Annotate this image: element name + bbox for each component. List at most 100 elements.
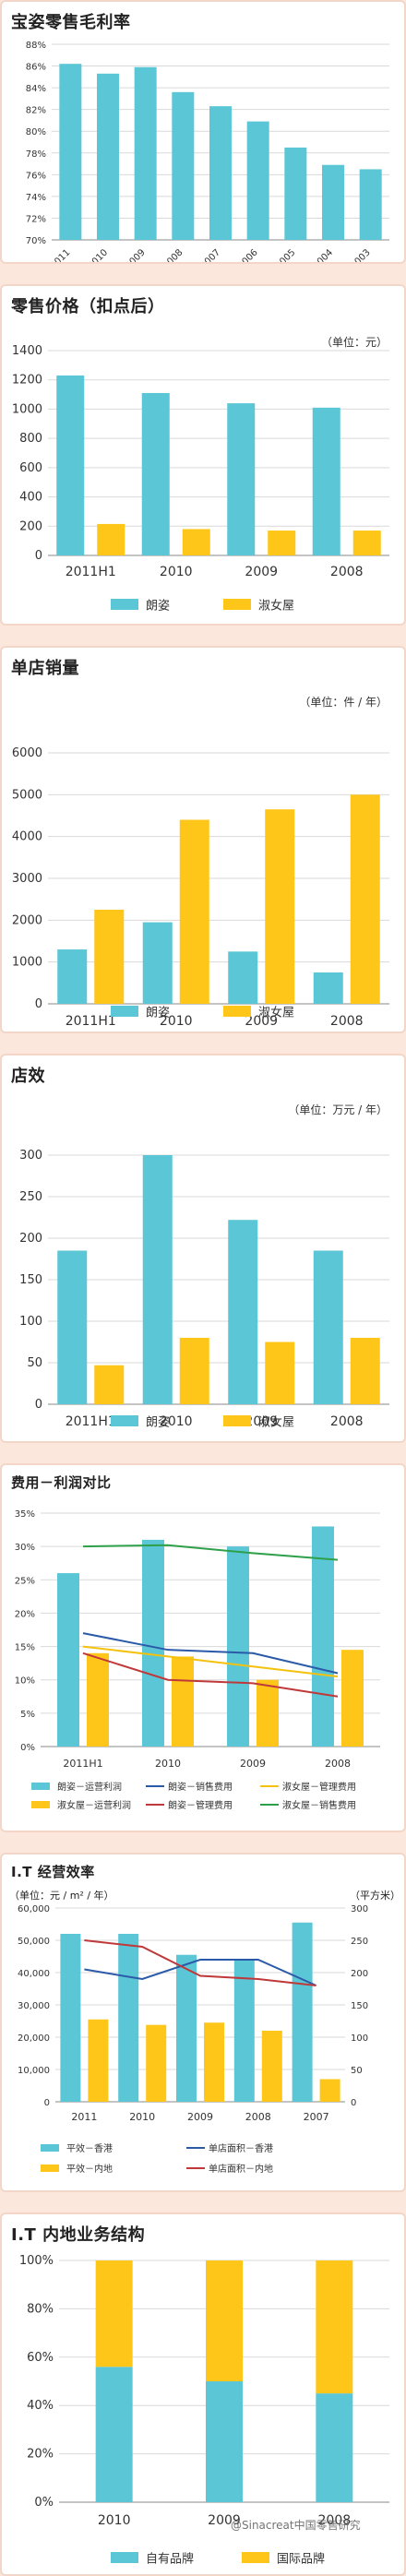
legend-label: 平效－内地 [66,2163,113,2175]
y-tick-label: 60% [27,2351,54,2365]
y2-tick-label: 50 [351,2066,363,2076]
y-tick-label: 80% [26,127,46,137]
bar-淑女屋 [350,1338,380,1404]
y-tick-label: 1000 [12,956,42,970]
x-tick-label: 2010 [98,2513,131,2528]
y2-tick-label: 100 [351,2033,368,2044]
bar-朗姿 [227,403,256,555]
bar-朗姿 [57,1250,88,1404]
y-tick-label: 84% [26,84,46,94]
x-tick-label: 2009 [245,1014,278,1029]
legend-swatch [31,1801,50,1808]
y2-tick-label: 150 [351,2001,368,2011]
bar-淑女屋－运营利润 [341,1650,364,1747]
y-tick-label: 100% [19,2254,54,2268]
line-朗姿－管理费用 [82,1652,339,1698]
bar-chart-store-efficiency: 0 50 100 150 200 250 300 2011H1 2010 2009 2008 朗姿 淑女… [19,1149,389,1430]
y-tick-label: 0 [35,997,42,1011]
x-tick-label: 2008 [245,2111,271,2123]
x-tick-label: 2006 [236,247,260,262]
legend-swatch [41,2144,59,2152]
chart-panel-cost-profit: 费用－利润对比 0% 5% 10% 15% 20% 25% 30% 35% 2011H1 2010… [0,1463,406,1832]
bar-平效－香港 [292,1922,313,2102]
bar-平效－内地 [88,2019,109,2102]
y-tick-label: 0 [35,549,42,563]
x-tick-label: 2011 [49,247,73,262]
bar-value [134,66,157,240]
chart-unit-right: （平方米） [350,1890,400,1902]
bar-淑女屋 [94,1365,125,1404]
y-tick-label: 150 [19,1273,42,1287]
legend-label: 淑女屋－销售费用 [282,1799,356,1811]
bar-国际品牌 [316,2260,353,2394]
x-tick-label: 2009 [124,247,148,262]
line-单店面积－内地 [84,1939,316,1986]
x-tick-label: 2009 [187,2111,213,2123]
chart-title: 店效 [11,1067,45,1086]
y-tick-label: 1400 [12,344,42,358]
y-tick-label: 60,000 [18,1904,50,1914]
y-tick-label: 70% [26,236,46,246]
legend-label: 单店面积－内地 [209,2163,273,2175]
y2-tick-label: 300 [351,1904,368,1914]
y-tick-label: 100 [19,1315,42,1329]
x-tick-label: 2009 [245,1414,278,1429]
legend-label: 平效－香港 [66,2142,113,2154]
legend-label: 自有品牌 [146,2552,194,2567]
legend-label: 淑女屋 [258,1006,294,1020]
legend-swatch [31,1783,50,1790]
bar-朗姿 [56,375,85,555]
y2-tick-label: 200 [351,1969,368,1979]
bar-淑女屋 [94,910,125,1004]
y-tick-label: 15% [15,1643,35,1653]
x-tick-label: 2011 [71,2111,97,2123]
legend-swatch [223,1415,251,1426]
bar-淑女屋 [265,809,295,1004]
chart-panel-retail-price: 零售价格（扣点后） （单位：元） 0 200 400 600 800 1000 1200 14… [0,284,406,626]
line-淑女屋－管理费用 [82,1645,339,1678]
bar-value [322,164,344,240]
bar-value [97,73,119,240]
bar-value [246,121,269,240]
y-tick-label: 50 [27,1356,42,1370]
legend-label: 朗姿－管理费用 [168,1799,233,1811]
bar-朗姿 [142,922,173,1004]
y-tick-label: 300 [19,1149,42,1163]
x-tick-label: 2008 [318,2513,352,2528]
bar-朗姿－运营利润 [142,1539,164,1747]
x-tick-label: 2009 [208,2513,241,2528]
legend-swatch [111,599,138,610]
bar-淑女屋 [179,819,209,1004]
y-tick-label: 30,000 [18,2001,50,2011]
bar-自有品牌 [206,2381,243,2502]
bar-平效－香港 [233,1960,255,2102]
bar-value [284,147,307,240]
y-tick-label: 76% [26,171,46,181]
y-tick-label: 0 [35,1398,42,1412]
bar-value [359,169,382,240]
bar-平效－内地 [146,2024,167,2102]
y-tick-label: 400 [19,491,42,505]
bar-平效－香港 [60,1934,81,2102]
x-tick-label: 2011H1 [66,565,116,579]
bar-朗姿 [228,951,258,1004]
legend-label: 淑女屋 [258,599,294,614]
bar-value [172,91,195,240]
stacked-bar-chart-it-structure: 0% 20% 40% 60% 80% 100% 2010 2009 2008 自有品牌 国际品牌 [19,2254,389,2567]
chart-panel-store-efficiency: 店效 （单位：万元 / 年） 0 50 100 150 200 250 300 2011H1 2… [0,1054,406,1443]
legend-label: 淑女屋－运营利润 [57,1799,131,1811]
y-tick-label: 30% [15,1543,35,1553]
bar-淑女屋－运营利润 [172,1656,194,1747]
bar-平效－内地 [319,2079,340,2102]
bar-淑女屋 [350,794,380,1004]
bar-淑女屋 [352,531,381,555]
y-tick-label: 4000 [12,830,42,844]
x-tick-label: 2007 [198,247,222,262]
x-tick-label: 2003 [349,247,373,262]
bar-朗姿－运营利润 [312,1526,334,1747]
line-单店面积－香港 [84,1959,317,1986]
y-tick-label: 800 [19,432,42,446]
y-tick-label: 20% [27,2448,54,2462]
legend-swatch [223,1006,251,1017]
combo-chart-it-efficiency: 0 10,000 20,000 30,000 40,000 50,000 60,000 0 50… [18,1904,368,2175]
